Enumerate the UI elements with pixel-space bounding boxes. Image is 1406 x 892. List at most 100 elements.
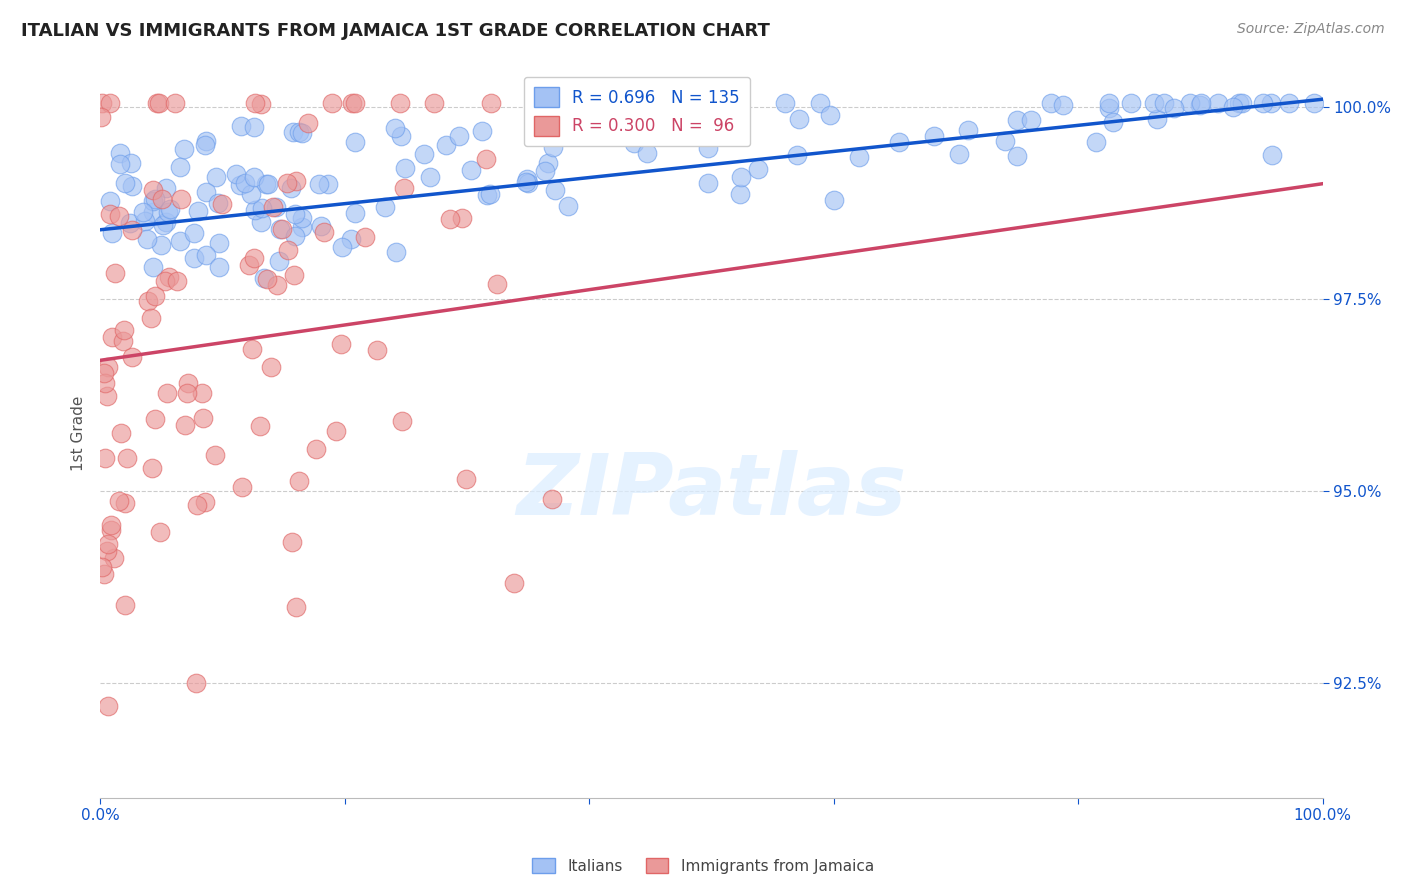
Point <box>1019 112 1042 127</box>
Point <box>120 216 142 230</box>
Point <box>460 162 482 177</box>
Point <box>284 228 307 243</box>
Point <box>329 337 352 351</box>
Point <box>148 96 170 111</box>
Point <box>1188 97 1211 112</box>
Point <box>516 172 538 186</box>
Point <box>91 96 114 111</box>
Point <box>93 376 115 391</box>
Point <box>97 537 120 551</box>
Text: ZIPatlas: ZIPatlas <box>516 450 907 533</box>
Point <box>922 128 945 143</box>
Point <box>100 329 122 343</box>
Point <box>195 186 218 200</box>
Point <box>142 194 165 208</box>
Point <box>848 150 870 164</box>
Point <box>262 200 284 214</box>
Point <box>534 164 557 178</box>
Point <box>1261 148 1284 162</box>
Point <box>243 251 266 265</box>
Point <box>515 175 537 189</box>
Legend: Italians, Immigrants from Jamaica: Italians, Immigrants from Jamaica <box>526 852 880 880</box>
Point <box>169 160 191 174</box>
Point <box>412 147 434 161</box>
Point <box>557 199 579 213</box>
Point <box>98 207 121 221</box>
Point <box>256 177 278 191</box>
Point <box>150 193 173 207</box>
Point <box>121 350 143 364</box>
Point <box>93 366 115 380</box>
Point <box>595 109 617 123</box>
Point <box>114 176 136 190</box>
Point <box>240 342 263 356</box>
Point <box>330 240 353 254</box>
Point <box>1101 115 1123 129</box>
Point <box>146 96 169 111</box>
Y-axis label: 1st Grade: 1st Grade <box>72 396 86 471</box>
Point <box>285 173 308 187</box>
Legend: R = 0.696   N = 135, R = 0.300   N =  96: R = 0.696 N = 135, R = 0.300 N = 96 <box>524 77 749 146</box>
Point <box>730 169 752 184</box>
Point <box>143 412 166 426</box>
Point <box>96 543 118 558</box>
Point <box>388 96 411 111</box>
Point <box>478 187 501 202</box>
Point <box>204 170 226 185</box>
Point <box>353 229 375 244</box>
Point <box>544 183 567 197</box>
Point <box>191 386 214 401</box>
Point <box>276 176 298 190</box>
Point <box>107 494 129 508</box>
Point <box>165 96 187 111</box>
Point <box>281 534 304 549</box>
Point <box>623 136 645 150</box>
Point <box>823 194 845 208</box>
Point <box>636 145 658 160</box>
Point <box>194 134 217 148</box>
Point <box>253 271 276 285</box>
Point <box>325 424 347 438</box>
Point <box>366 343 388 358</box>
Point <box>449 128 471 143</box>
Point <box>100 517 122 532</box>
Point <box>186 498 208 512</box>
Point <box>1143 96 1166 111</box>
Point <box>97 359 120 374</box>
Point <box>1260 96 1282 111</box>
Text: Source: ZipAtlas.com: Source: ZipAtlas.com <box>1237 22 1385 37</box>
Point <box>225 167 247 181</box>
Point <box>747 162 769 177</box>
Point <box>176 386 198 401</box>
Point <box>169 234 191 248</box>
Point <box>101 226 124 240</box>
Point <box>308 178 330 192</box>
Point <box>419 169 441 184</box>
Point <box>104 266 127 280</box>
Point <box>153 275 176 289</box>
Point <box>231 479 253 493</box>
Point <box>207 196 229 211</box>
Point <box>270 222 292 236</box>
Point <box>392 181 415 195</box>
Point <box>422 96 444 111</box>
Point <box>264 200 287 214</box>
Point <box>177 376 200 390</box>
Point <box>195 248 218 262</box>
Point <box>249 419 271 434</box>
Point <box>1098 96 1121 111</box>
Point <box>187 203 209 218</box>
Point <box>1146 112 1168 126</box>
Point <box>297 115 319 129</box>
Point <box>157 204 180 219</box>
Point <box>229 178 252 192</box>
Point <box>112 323 135 337</box>
Point <box>1084 135 1107 149</box>
Point <box>451 211 474 225</box>
Point <box>152 218 174 232</box>
Point <box>434 138 457 153</box>
Point <box>114 496 136 510</box>
Point <box>136 232 159 246</box>
Point <box>808 96 831 111</box>
Point <box>121 179 143 194</box>
